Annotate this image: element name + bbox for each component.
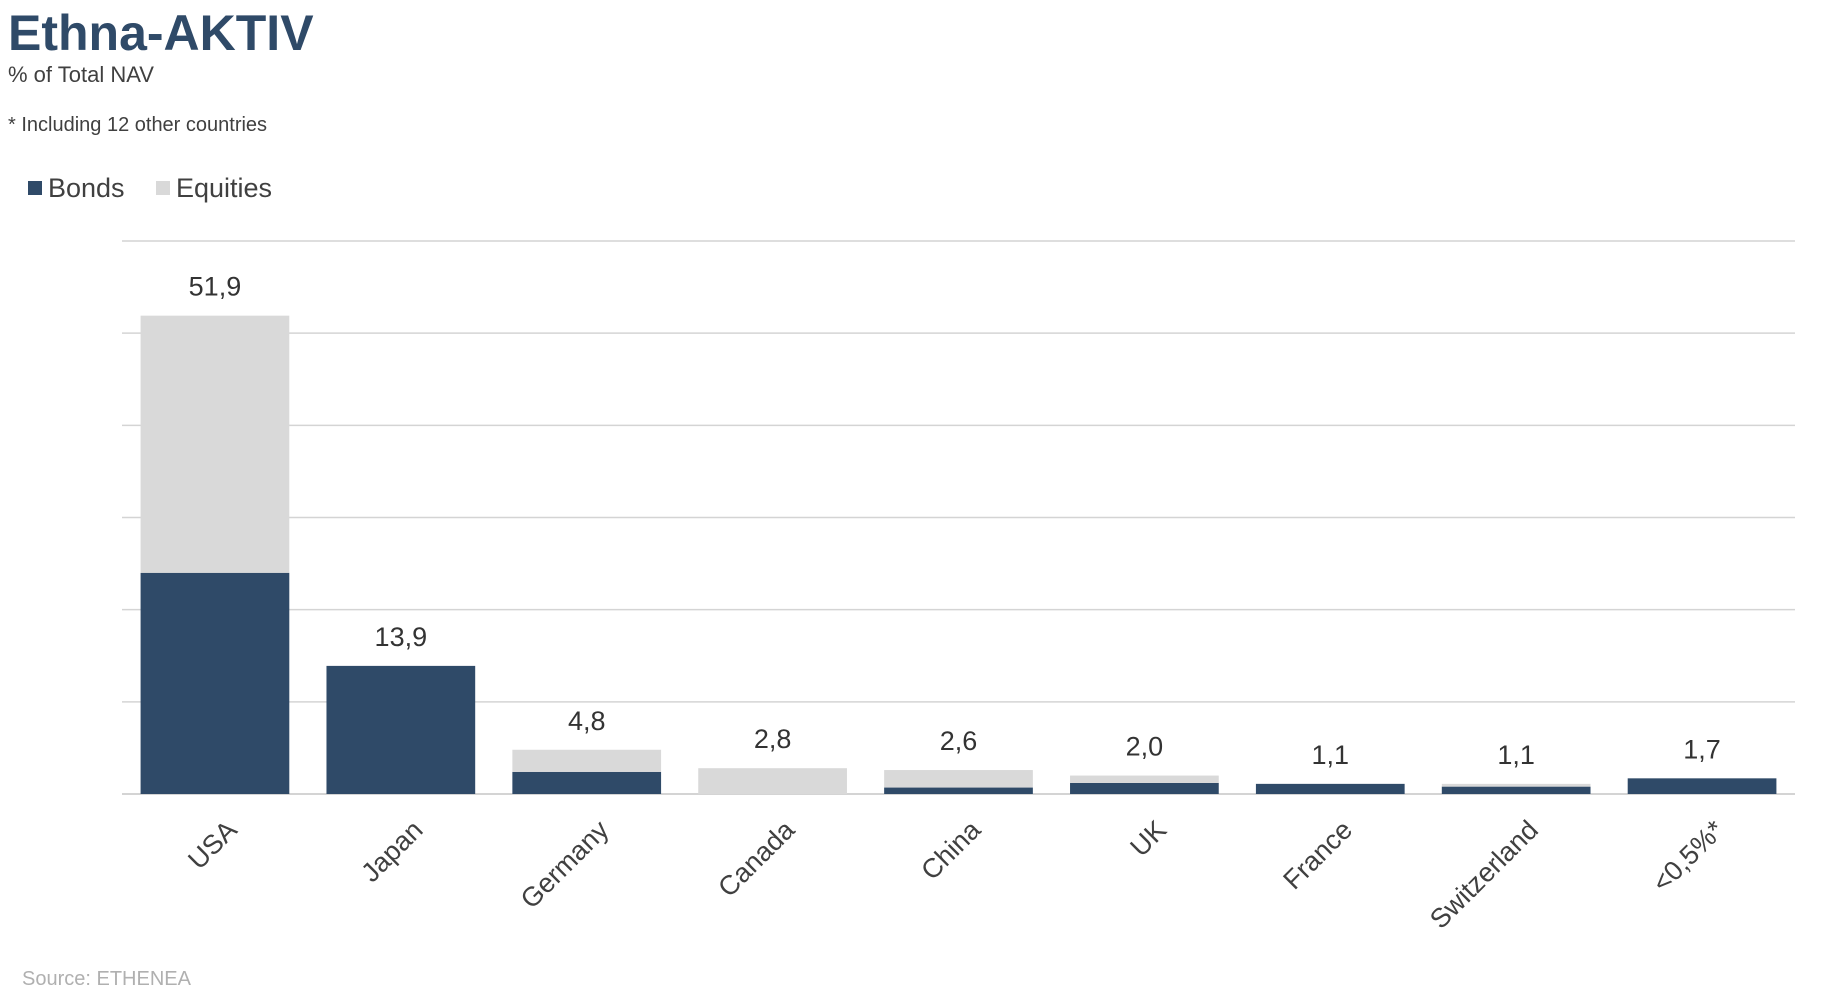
data-label-total: 1,1 — [1497, 740, 1535, 770]
bar-equities-7 — [1441, 783, 1591, 787]
x-tick-label: UK — [1124, 815, 1172, 863]
bar-equities-3 — [698, 768, 847, 794]
chart-x-tick-labels: USA Japan Germany Canada China UK France Switze… — [182, 814, 1730, 935]
bar-bonds-6 — [1255, 783, 1405, 794]
chart-data-labels: 51,9 13,9 4,8 2,8 2,6 2,0 1,1 1,1 1,7 — [189, 272, 1721, 770]
chart-subtitle: % of Total NAV — [8, 62, 154, 87]
legend-swatch-equities — [156, 181, 170, 195]
bar-bonds-8 — [1627, 778, 1777, 794]
x-tick-label: Switzerland — [1424, 815, 1544, 935]
source-note: Source: ETHENEA — [22, 968, 192, 990]
data-label-total: 2,0 — [1126, 732, 1164, 762]
bar-equities-0 — [140, 315, 290, 573]
x-tick-label: USA — [182, 815, 242, 875]
x-tick-label: <0,5%* — [1647, 814, 1731, 898]
data-label-total: 51,9 — [189, 272, 242, 302]
data-label-total: 2,6 — [940, 726, 978, 756]
chart-legend: Bonds Equities — [28, 173, 272, 203]
bar-bonds-1 — [326, 665, 476, 794]
x-tick-label: Canada — [712, 814, 801, 903]
x-tick-label: Germany — [515, 814, 615, 914]
x-tick-label: France — [1277, 815, 1358, 896]
bar-equities-2 — [512, 749, 662, 772]
bar-bonds-5 — [1070, 782, 1219, 794]
legend-swatch-bonds — [28, 181, 42, 195]
x-tick-label: China — [915, 814, 987, 886]
bar-equities-4 — [884, 770, 1033, 788]
bar-bonds-2 — [512, 771, 662, 794]
chart-title: Ethna-AKTIV — [8, 5, 314, 61]
x-tick-label: Japan — [355, 815, 428, 888]
bar-equities-5 — [1070, 775, 1219, 783]
bar-bonds-7 — [1441, 786, 1591, 794]
bar-bonds-0 — [140, 572, 290, 794]
data-label-total: 1,1 — [1312, 740, 1350, 770]
chart-footnote: * Including 12 other countries — [8, 114, 267, 136]
data-label-total: 13,9 — [375, 622, 428, 652]
data-label-total: 4,8 — [568, 706, 606, 736]
bar-bonds-4 — [884, 787, 1033, 794]
legend-label-equities: Equities — [176, 173, 272, 203]
chart-bars — [140, 315, 1777, 794]
data-label-total: 2,8 — [754, 724, 792, 754]
legend-label-bonds: Bonds — [48, 173, 125, 203]
data-label-total: 1,7 — [1683, 734, 1721, 764]
